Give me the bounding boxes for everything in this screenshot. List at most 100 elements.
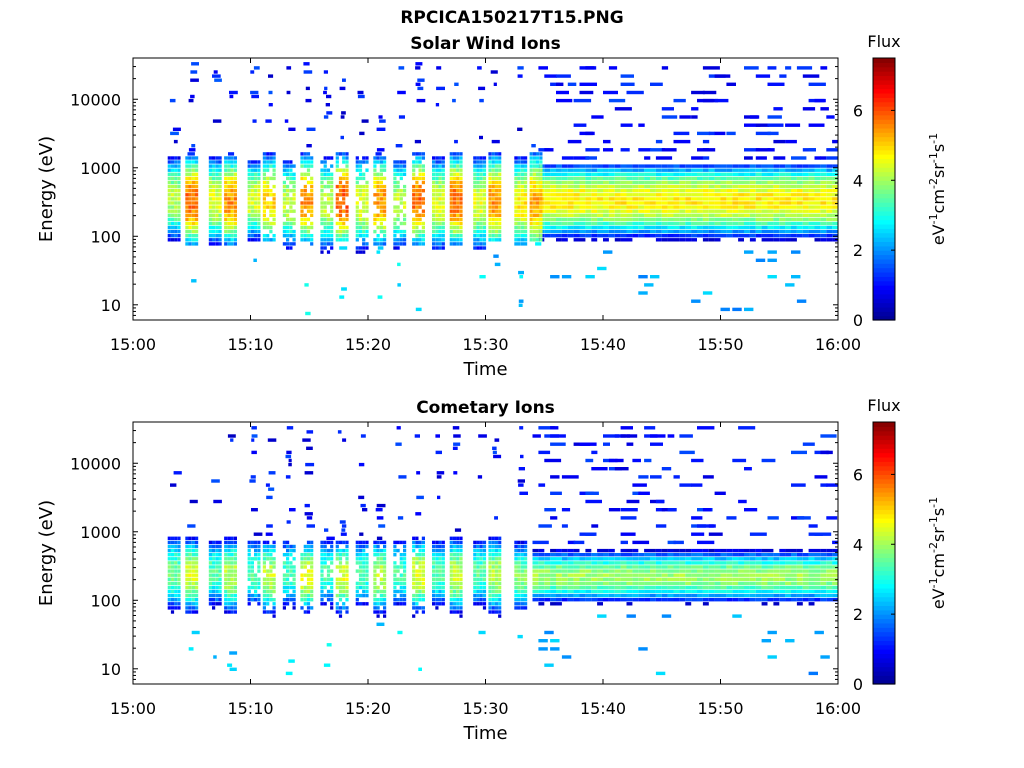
colorbar-tick-label: 6	[853, 101, 863, 120]
heatmap-cell	[785, 589, 791, 594]
heatmap-cell	[620, 598, 627, 602]
heatmap-cell	[532, 164, 536, 168]
heatmap-cell	[661, 115, 678, 119]
heatmap-cell	[685, 553, 692, 557]
heatmap-cell	[532, 213, 536, 217]
heatmap-cell	[303, 189, 307, 193]
heatmap-cell	[732, 197, 739, 201]
heatmap-cell	[330, 217, 334, 222]
heatmap-cell	[667, 581, 674, 586]
heatmap-cell	[266, 557, 270, 561]
heatmap-cell	[529, 160, 533, 164]
heatmap-cell	[791, 565, 797, 569]
heatmap-cell	[536, 152, 540, 156]
heatmap-cell	[415, 209, 419, 213]
heatmap-cell	[355, 201, 359, 205]
heatmap-cell	[532, 152, 536, 156]
heatmap-cell	[185, 569, 189, 573]
heatmap-cell	[383, 156, 387, 160]
heatmap-cell	[638, 475, 649, 479]
heatmap-cell	[403, 573, 407, 577]
heatmap-cell	[418, 242, 422, 246]
heatmap-cell	[174, 225, 178, 230]
heatmap-cell	[355, 593, 359, 598]
heatmap-cell	[479, 217, 483, 222]
heatmap-cell	[538, 426, 555, 430]
heatmap-cell	[435, 209, 439, 213]
heatmap-cell	[215, 565, 219, 569]
heatmap-cell	[399, 189, 403, 193]
heatmap-cell	[418, 229, 422, 234]
heatmap-cell	[441, 160, 445, 164]
heatmap-cell	[266, 610, 270, 614]
heatmap-cell	[708, 532, 723, 536]
heatmap-cell	[266, 189, 270, 193]
heatmap-cell	[667, 197, 674, 201]
heatmap-cell	[697, 225, 703, 230]
heatmap-cell	[188, 205, 192, 209]
heatmap-cell	[491, 229, 495, 234]
heatmap-cell	[310, 205, 314, 209]
heatmap-cell	[452, 168, 457, 172]
heatmap-cell	[761, 585, 768, 590]
heatmap-cell	[188, 610, 192, 614]
heatmap-cell	[567, 139, 582, 144]
heatmap-cell	[342, 189, 346, 193]
heatmap-cell	[644, 561, 650, 565]
heatmap-cell	[638, 589, 645, 594]
heatmap-cell	[585, 581, 592, 586]
heatmap-cell	[167, 589, 171, 594]
heatmap-cell	[230, 602, 234, 606]
heatmap-cell	[585, 458, 594, 463]
heatmap-cell	[536, 201, 540, 205]
heatmap-cell	[435, 450, 442, 455]
heatmap-cell	[493, 254, 499, 258]
heatmap-cell	[826, 193, 833, 197]
heatmap-cell	[832, 569, 838, 573]
heatmap-cell	[459, 160, 463, 164]
heatmap-cell	[174, 164, 178, 168]
heatmap-cell	[644, 229, 650, 234]
heatmap-cell	[673, 573, 680, 577]
heatmap-cell	[644, 458, 652, 463]
heatmap-cell	[212, 172, 216, 176]
heatmap-cell	[185, 238, 189, 242]
heatmap-cell	[373, 168, 377, 172]
heatmap-cell	[524, 242, 528, 246]
heatmap-cell	[685, 548, 692, 553]
heatmap-cell	[262, 540, 266, 545]
heatmap-cell	[224, 593, 228, 598]
heatmap-cell	[432, 565, 436, 569]
heatmap-cell	[441, 217, 445, 222]
heatmap-cell	[482, 589, 487, 594]
heatmap-cell	[300, 160, 304, 164]
heatmap-cell	[289, 160, 293, 164]
heatmap-cell	[567, 164, 574, 168]
heatmap-cell	[767, 581, 774, 586]
heatmap-cell	[561, 553, 568, 557]
heatmap-cell	[218, 589, 222, 594]
heatmap-cell	[379, 119, 386, 123]
heatmap-cell	[306, 180, 311, 185]
heatmap-cell	[233, 585, 237, 590]
heatmap-cell	[488, 610, 492, 614]
heatmap-cell	[632, 577, 639, 581]
heatmap-cell	[494, 221, 499, 226]
heatmap-cell	[608, 209, 615, 213]
heatmap-cell	[376, 610, 380, 614]
heatmap-cell	[479, 168, 483, 172]
heatmap-cell	[185, 209, 189, 213]
heatmap-cell	[476, 577, 480, 581]
heatmap-cell	[195, 180, 199, 185]
heatmap-cell	[603, 561, 609, 565]
heatmap-cell	[449, 602, 453, 606]
heatmap-cell	[396, 548, 400, 553]
heatmap-cell	[247, 593, 251, 598]
heatmap-cell	[520, 234, 524, 238]
heatmap-cell	[415, 205, 419, 209]
heatmap-cell	[773, 201, 780, 205]
heatmap-cell	[230, 544, 234, 549]
heatmap-cell	[432, 229, 436, 234]
heatmap-cell	[170, 168, 175, 172]
heatmap-cell	[215, 209, 219, 213]
